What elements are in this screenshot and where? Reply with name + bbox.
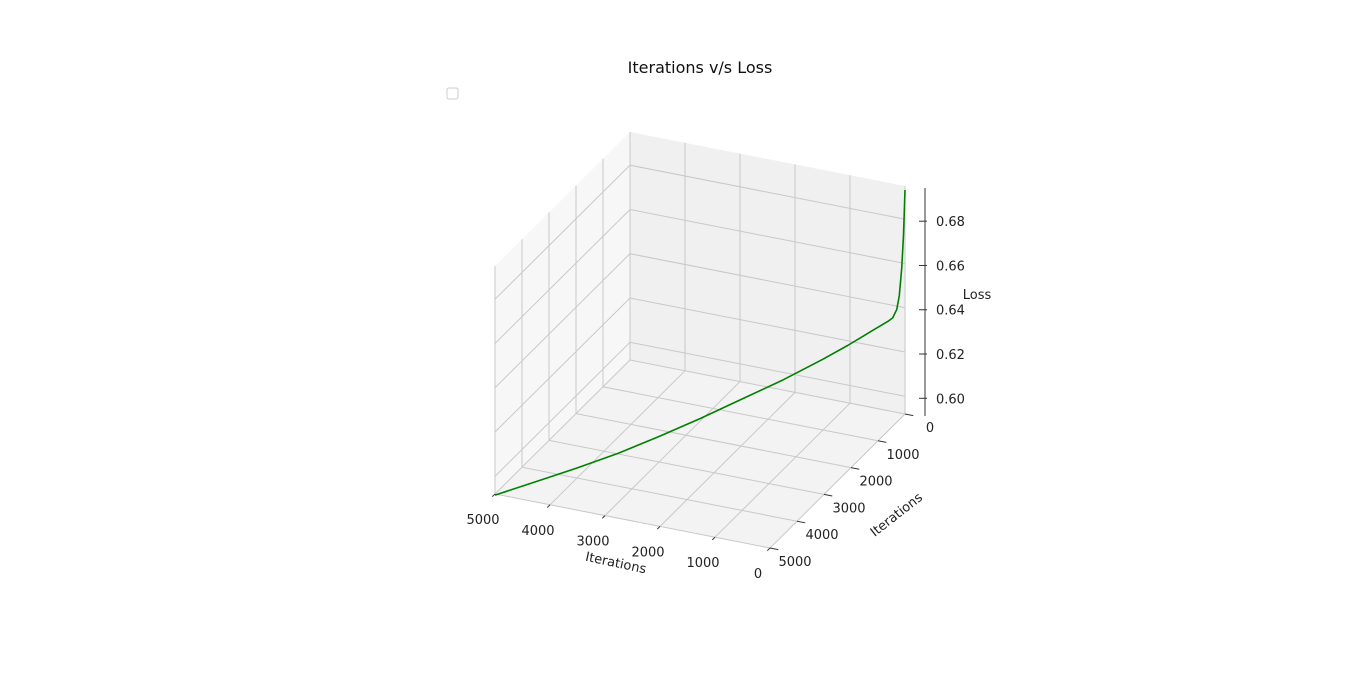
grid-line-z — [494, 297, 906, 433]
grid-line-z — [494, 253, 906, 389]
y-tick — [850, 467, 860, 470]
x-tick-label: 4000 — [521, 524, 554, 539]
grid-line-y — [575, 185, 852, 469]
x-tick — [656, 526, 661, 530]
y-tick — [904, 413, 914, 417]
axis-ticks — [491, 188, 927, 552]
side-pane — [495, 132, 630, 494]
z-axis-label: Loss — [963, 288, 992, 303]
x-tick-label: 1000 — [686, 556, 719, 571]
z-tick-label: 0.66 — [936, 260, 965, 275]
y-axis-label: Iterations — [868, 490, 926, 540]
grid-line-z — [494, 208, 906, 344]
z-tick-label: 0.62 — [936, 348, 965, 363]
chart-title: Iterations v/s Loss — [628, 58, 773, 77]
x-tick-label: 3000 — [576, 535, 609, 550]
back-pane — [630, 132, 905, 414]
y-tick-label: 1000 — [886, 448, 919, 463]
x-tick-label: 0 — [754, 567, 762, 582]
y-tick-label: 4000 — [805, 528, 838, 543]
x-tick-label: 2000 — [631, 545, 664, 560]
grid-line-y — [521, 239, 798, 522]
tick-labels: 0 1000 2000 3000 4000 5000 0 1000 2000 3000 4000 50… — [466, 215, 965, 582]
grid-line-z — [494, 164, 906, 300]
y-tick-label: 5000 — [778, 555, 811, 570]
grid-lines — [494, 132, 906, 549]
grid-line-y — [602, 158, 879, 442]
grid-line-y — [629, 132, 906, 415]
series-line — [494, 189, 906, 496]
y-tick — [769, 547, 779, 551]
z-tick-label: 0.64 — [936, 304, 965, 319]
y-tick — [877, 440, 887, 443]
x-tick — [491, 493, 496, 498]
y-tick — [823, 493, 833, 497]
grid-line-y — [548, 212, 825, 495]
axes-panes — [495, 132, 905, 548]
y-tick-label: 3000 — [832, 501, 865, 516]
x-tick — [601, 515, 606, 519]
z-tick-label: 0.68 — [936, 215, 965, 230]
y-tick — [796, 520, 806, 524]
z-tick-label: 0.60 — [936, 392, 965, 407]
y-tick-label: 0 — [926, 421, 934, 436]
legend-box — [446, 87, 459, 100]
y-tick-label: 2000 — [859, 475, 892, 490]
grid-line-z — [494, 341, 906, 477]
x-tick — [546, 504, 551, 508]
series-layer — [494, 189, 906, 496]
x-tick-label: 5000 — [466, 513, 499, 528]
floor-pane — [495, 360, 905, 548]
x-tick — [711, 536, 716, 541]
x-tick — [766, 547, 771, 552]
